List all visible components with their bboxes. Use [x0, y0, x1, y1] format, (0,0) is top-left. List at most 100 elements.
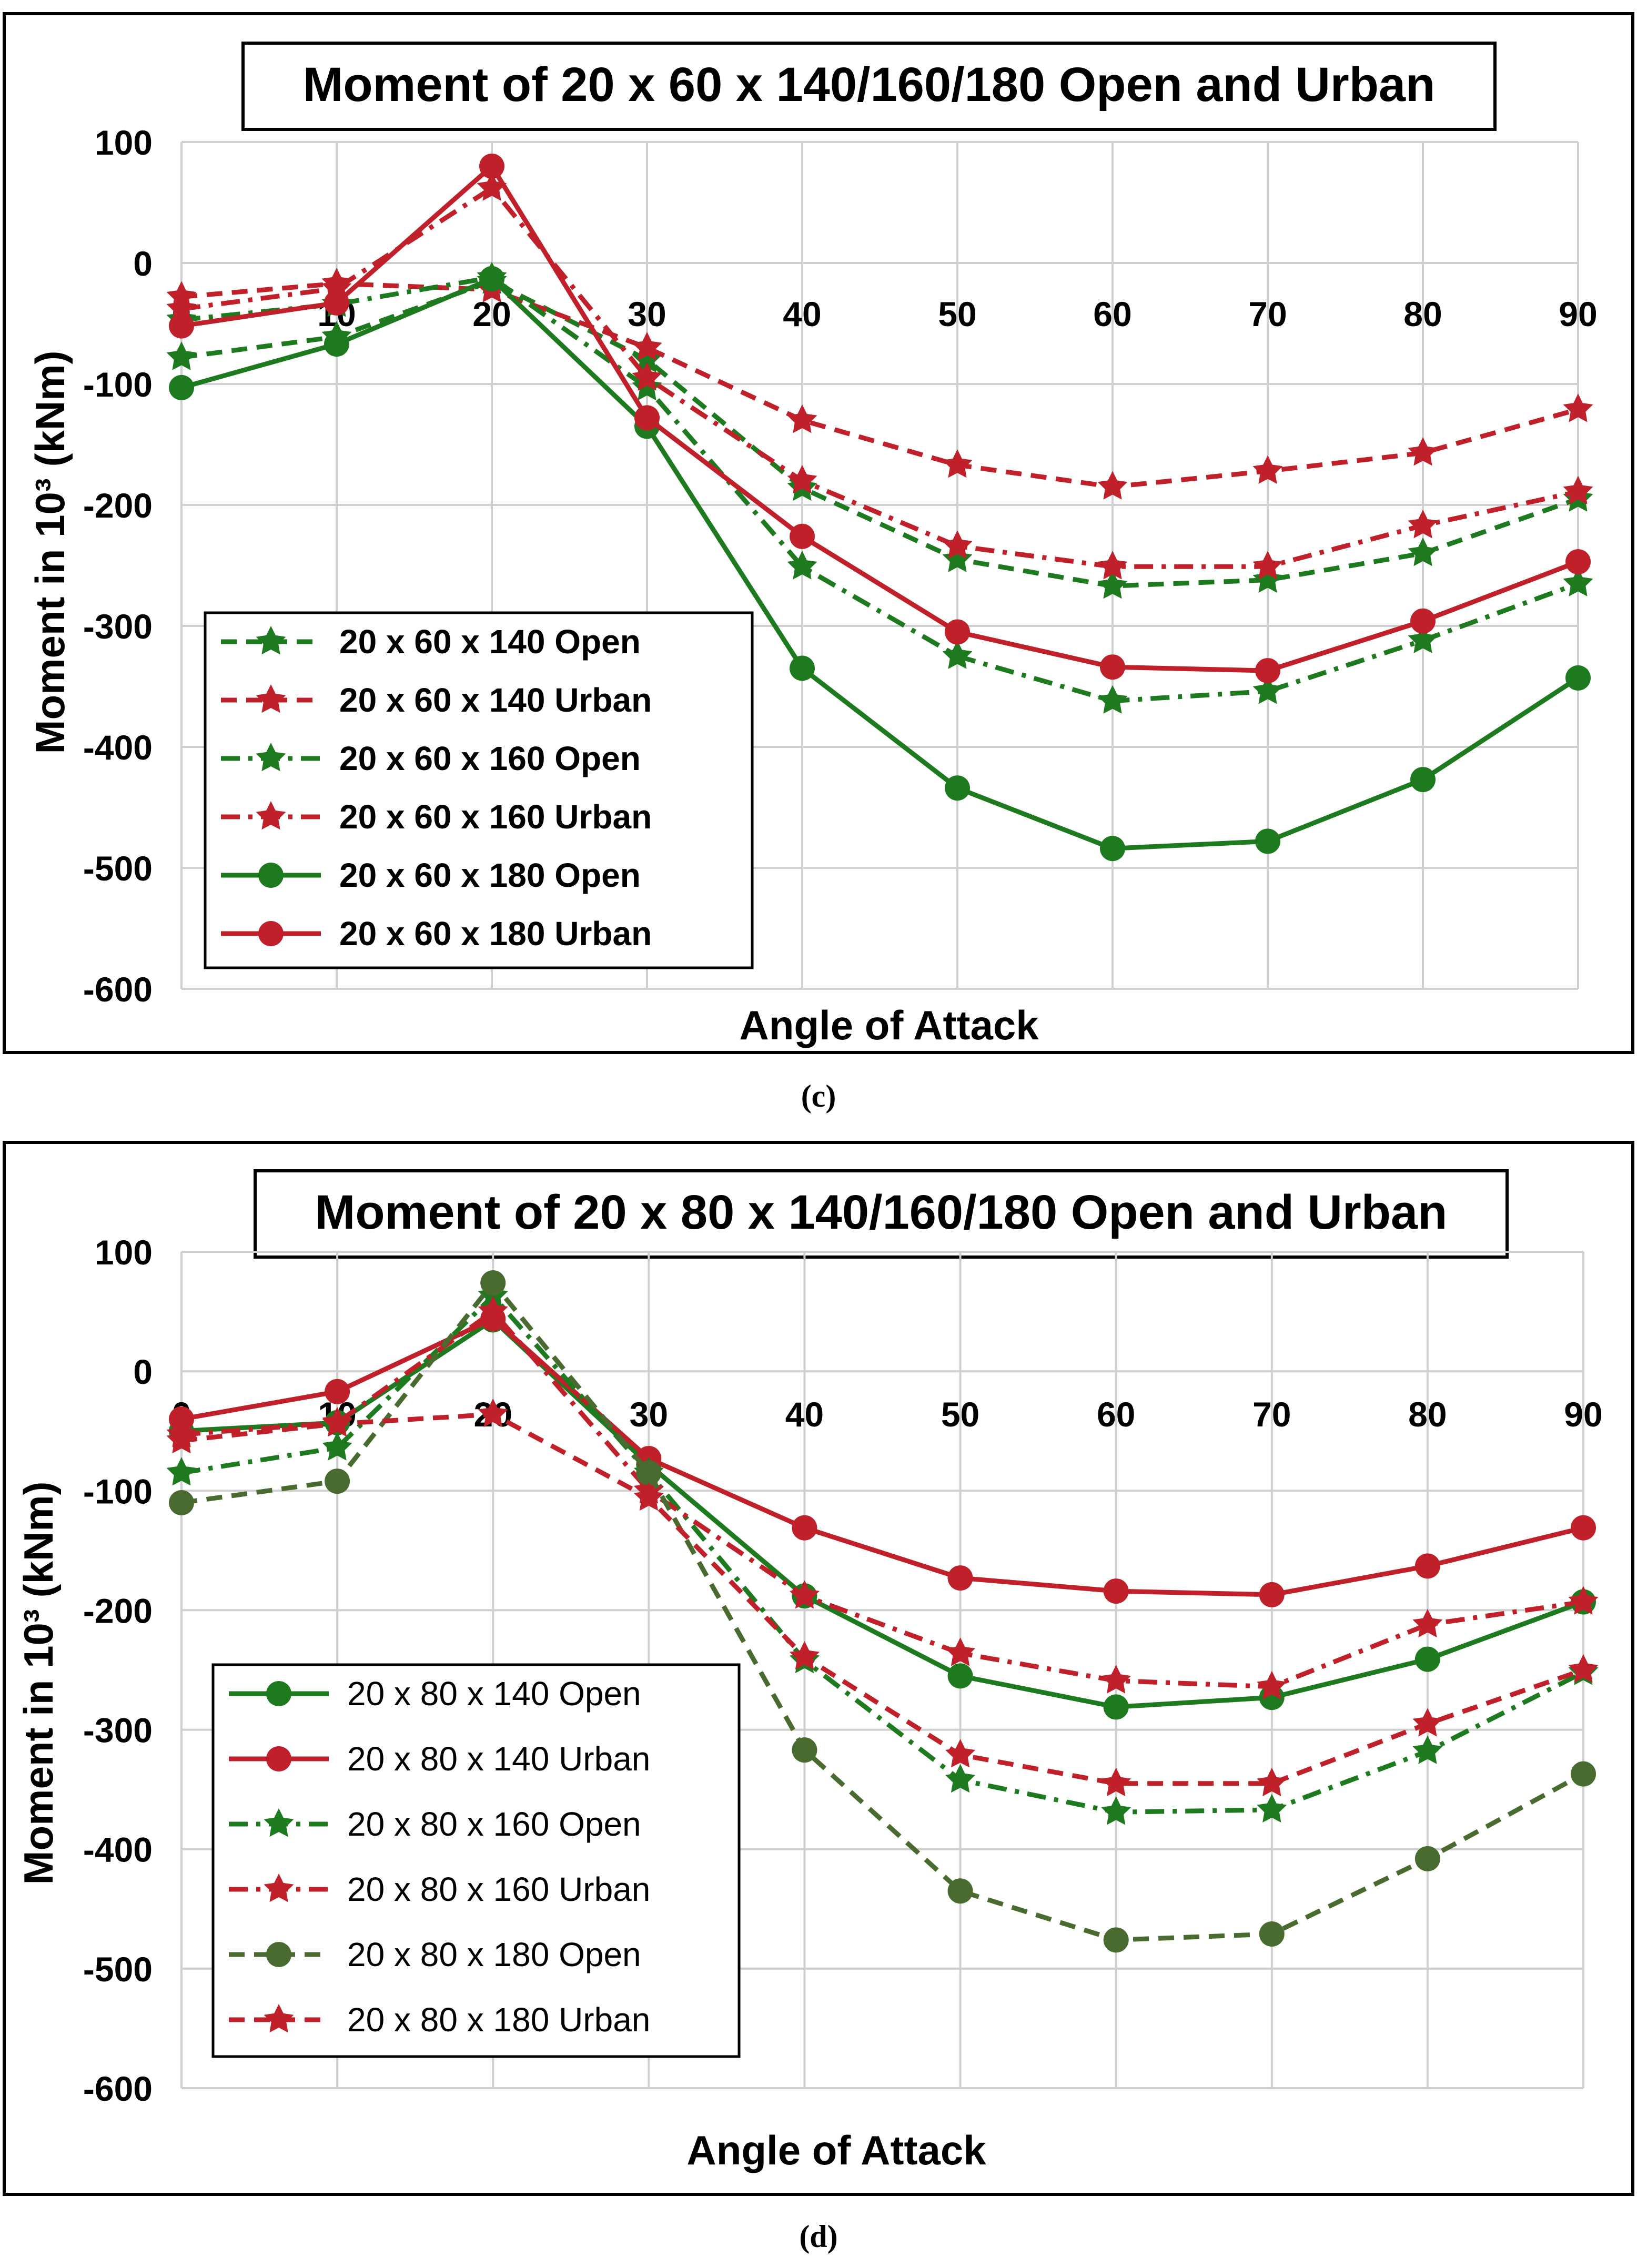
legend-item: 20 x 60 x 160 Open	[221, 740, 641, 777]
data-point	[1103, 1927, 1129, 1953]
y-tick-label: 100	[95, 1233, 153, 1272]
chart-c-x-axis-label: Angle of Attack	[739, 1002, 1039, 1048]
x-tick-label: 60	[1097, 1395, 1135, 1434]
y-tick-label: 0	[133, 244, 153, 283]
x-tick-label: 20	[472, 295, 511, 333]
legend-item: 20 x 80 x 160 Urban	[229, 1870, 650, 1908]
data-point	[166, 1424, 197, 1454]
x-tick-label: 90	[1559, 295, 1597, 333]
data-point	[792, 1737, 817, 1763]
chart-c-title: Moment of 20 x 60 x 140/160/180 Open and…	[303, 58, 1436, 112]
legend-item: 20 x 80 x 140 Urban	[229, 1740, 650, 1778]
data-point	[945, 1637, 976, 1666]
data-point	[1103, 1694, 1129, 1720]
y-tick-label: -300	[83, 607, 153, 646]
x-tick-label: 50	[941, 1395, 979, 1434]
data-point	[1097, 471, 1128, 500]
data-point	[1408, 624, 1438, 653]
y-tick-label: -400	[83, 728, 153, 767]
data-point	[947, 1663, 973, 1689]
data-point	[1255, 828, 1280, 854]
x-tick-label: 70	[1248, 295, 1287, 333]
data-point	[1410, 608, 1436, 634]
series-line	[181, 164, 1579, 673]
data-point	[945, 775, 970, 801]
y-tick-label: -100	[83, 365, 153, 404]
x-tick-label: 80	[1403, 295, 1442, 333]
legend-label: 20 x 80 x 160 Open	[347, 1805, 641, 1843]
data-point	[942, 640, 973, 669]
x-tick-label: 30	[630, 1395, 668, 1434]
data-point	[632, 332, 662, 361]
data-point	[1565, 549, 1591, 575]
legend-item: 20 x 60 x 140 Open	[221, 623, 641, 661]
data-point	[945, 1764, 976, 1793]
data-point	[324, 290, 349, 316]
x-tick-label: 50	[938, 295, 976, 333]
data-point	[1568, 1654, 1599, 1683]
data-point	[942, 449, 973, 478]
data-point	[789, 1580, 820, 1609]
legend-marker	[266, 1681, 291, 1706]
legend-marker	[258, 863, 284, 888]
chart-c-legend: 20 x 60 x 140 Open 20 x 60 x 140 Urban 20 …	[204, 611, 754, 969]
y-tick-label: -600	[83, 2069, 153, 2108]
legend-marker	[256, 801, 286, 830]
data-point	[478, 1398, 508, 1427]
x-tick-label: 80	[1408, 1395, 1447, 1434]
chart-d-y-ticks: 100 0 -100 -200 -300 -400 -500 -600	[83, 1233, 153, 2108]
data-point	[1563, 393, 1593, 422]
data-point	[166, 341, 197, 370]
data-point	[947, 1565, 973, 1591]
legend-label: 20 x 60 x 160 Open	[339, 740, 641, 777]
data-point	[1097, 685, 1128, 714]
data-point	[1257, 1767, 1287, 1797]
data-point	[1412, 1735, 1443, 1764]
chart-d-title: Moment of 20 x 80 x 140/160/180 Open and…	[315, 1186, 1448, 1239]
data-point	[787, 465, 817, 494]
data-point	[942, 543, 973, 572]
data-point	[947, 1878, 973, 1904]
data-point	[1414, 1646, 1440, 1672]
legend-label: 20 x 60 x 140 Urban	[339, 681, 652, 719]
data-point	[1410, 767, 1436, 793]
data-point	[945, 619, 970, 645]
data-point	[787, 551, 817, 580]
data-point	[633, 1482, 664, 1511]
data-point	[166, 1457, 197, 1486]
legend-label: 20 x 80 x 180 Urban	[347, 2001, 650, 2039]
legend-label: 20 x 60 x 180 Urban	[339, 915, 652, 953]
data-point	[1103, 1578, 1129, 1604]
data-point	[325, 1469, 350, 1494]
data-point	[787, 404, 817, 433]
data-point	[1563, 475, 1593, 504]
data-point	[636, 1460, 662, 1486]
series-d-5	[166, 1398, 1599, 1797]
data-point	[792, 1515, 817, 1541]
data-point	[1100, 836, 1125, 862]
x-tick-label: 40	[785, 1395, 824, 1434]
data-point	[1252, 455, 1283, 484]
legend-label: 20 x 60 x 180 Open	[339, 856, 641, 894]
data-point	[632, 371, 662, 401]
data-point	[1563, 568, 1593, 596]
data-point	[169, 374, 194, 400]
y-tick-label: -500	[83, 849, 153, 888]
legend-marker	[258, 921, 284, 946]
data-point	[1100, 654, 1125, 680]
data-point	[790, 523, 815, 549]
data-point	[1259, 1582, 1285, 1607]
legend-item: 20 x 60 x 140 Urban	[221, 681, 652, 719]
data-point	[1252, 675, 1283, 704]
data-point	[1257, 1794, 1287, 1822]
series-line	[181, 281, 1579, 489]
y-tick-label: 0	[133, 1352, 153, 1391]
data-point	[1414, 1553, 1440, 1579]
data-point	[478, 1295, 508, 1324]
data-point	[1414, 1846, 1440, 1871]
data-point	[1101, 1796, 1131, 1825]
y-tick-label: -100	[83, 1472, 153, 1511]
y-tick-label: -600	[83, 970, 153, 1009]
chart-c-title-box	[241, 42, 1497, 131]
data-point	[634, 405, 660, 431]
